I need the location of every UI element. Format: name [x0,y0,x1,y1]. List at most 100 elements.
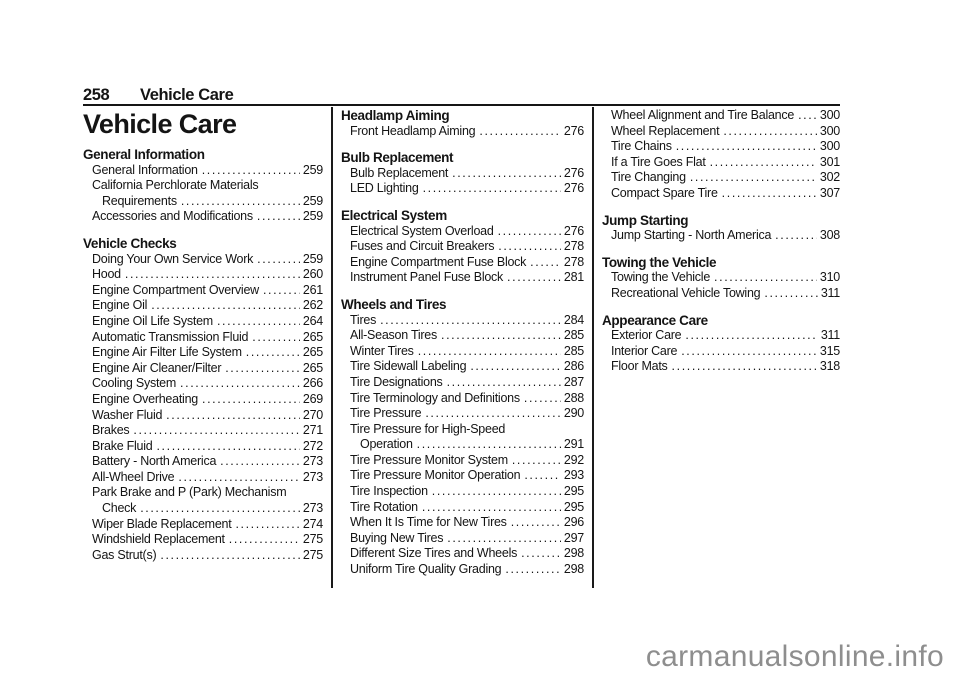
toc-page-number: 275 [302,547,323,562]
toc-entry-label: Engine Overheating [92,391,198,406]
toc-page-number: 274 [302,516,323,531]
toc-leader-dots [672,359,817,375]
toc-leader-dots [685,328,817,344]
toc-page-number: 295 [563,499,584,514]
toc-leader-dots [202,163,300,179]
toc-entry: Requirements 259 [83,194,323,210]
toc-leader-dots [217,314,300,330]
toc-entry-label: LED Lighting [350,181,419,196]
section-heading: Headlamp Aiming [341,108,450,123]
toc-entry: Battery - North America 273 [83,454,323,470]
toc-entry-label: Floor Mats [611,359,668,374]
toc-entry: Towing the Vehicle 310 [602,270,840,286]
section-heading: General Information [83,147,205,162]
toc-page-number: 318 [819,359,840,374]
toc-leader-dots [140,501,300,517]
toc-page-number: 308 [819,228,840,243]
toc-page-number: 295 [563,484,584,499]
toc-entry-label: Tires [350,312,377,327]
toc-entry: Engine Compartment Fuse Block 278 [341,255,584,271]
toc-page-number: 276 [563,181,584,196]
toc-entry: Operation 291 [341,437,584,453]
toc-section: Electrical System Electrical System Overl… [341,208,584,286]
toc-entry-label: All-Season Tires [350,328,438,343]
toc-leader-dots [530,255,561,271]
toc-page-number: 272 [302,438,323,453]
toc-leader-dots [202,392,300,408]
toc-entry: Front Headlamp Aiming 276 [341,124,584,140]
toc-entry: Jump Starting - North America 308 [602,228,840,244]
toc-entry-label: Tire Terminology and Definitions [350,390,520,405]
toc-leader-dots [452,166,561,182]
toc-leader-dots [425,406,561,422]
toc-entry-label: When It Is Time for New Tires [350,515,507,530]
toc-entry: Doing Your Own Service Work 259 [83,252,323,268]
toc-leader-dots [447,531,561,547]
toc-page-number: 259 [302,251,323,266]
toc-page-number: 291 [563,437,584,452]
toc-entry: Tire Rotation 295 [341,500,584,516]
toc-page-number: 302 [819,170,840,185]
toc-entry: Brake Fluid 272 [83,439,323,455]
toc-entry: Wiper Blade Replacement 274 [83,517,323,533]
toc-leader-dots [676,139,817,155]
toc-leader-dots [422,500,561,516]
toc-entry: Engine Compartment Overview 261 [83,283,323,299]
toc-page-number: 281 [563,270,584,285]
toc-entry-label: Engine Compartment Overview [92,282,259,297]
toc-entry: Hood 260 [83,267,323,283]
watermark-text: carmanualsonline.info [645,640,944,673]
toc-page-number: 311 [820,285,840,300]
toc-entry: Instrument Panel Fuse Block 281 [341,270,584,286]
toc-entry-label: Doing Your Own Service Work [92,251,254,266]
toc-page-number: 273 [302,469,323,484]
toc-entry-label: Buying New Tires [350,530,444,545]
toc-leader-dots [441,328,561,344]
toc-entry-first-line: California Perchlorate Materials [92,178,259,193]
toc-entry: Tire Pressure Monitor Operation 293 [341,468,584,484]
column-divider [592,107,594,588]
toc-leader-dots [380,313,561,329]
toc-entry: Tire Designations 287 [341,375,584,391]
toc-leader-dots [512,453,561,469]
toc-section: Wheels and TiresTires284All-Season Tires… [341,297,584,578]
toc-leader-dots [498,224,561,240]
toc-entry: Electrical System Overload 276 [341,224,584,240]
toc-leader-dots [722,186,817,202]
section-heading: Bulb Replacement [341,150,454,166]
toc-leader-dots [723,124,817,140]
toc-entry: Winter Tires 285 [341,344,584,360]
toc-entry: Uniform Tire Quality Grading 298 [341,562,584,578]
toc-leader-dots [263,283,300,299]
section-heading: Electrical System [341,207,447,223]
toc-leader-dots [252,330,300,346]
toc-leader-dots [151,298,300,314]
toc-entry-label: Engine Oil Life System [92,313,213,328]
toc-entry-label: Requirements [102,193,177,208]
toc-entry: Tire Pressure Monitor System 292 [341,453,584,469]
toc-leader-dots [710,155,817,171]
toc-leader-dots [180,376,300,392]
toc-leader-dots [764,286,817,302]
toc-leader-dots [432,484,561,500]
toc-page-number: 300 [819,123,840,138]
toc-entry-label: Uniform Tire Quality Grading [350,562,502,577]
toc-entry-label: Compact Spare Tire [611,185,718,200]
header-rule [83,104,840,106]
toc-leader-dots [125,267,300,283]
toc-page-number: 276 [563,165,584,180]
toc-entry-label: Different Size Tires and Wheels [350,546,518,561]
header-page-number: 258 [83,86,110,104]
toc-entry-label: Brakes [92,423,130,438]
toc-entry-label: Engine Oil [92,298,148,313]
toc-leader-dots [524,468,561,484]
toc-page-number: 278 [563,239,584,254]
toc-entry-label: Cooling System [92,376,177,391]
toc-page-number: 278 [563,254,584,269]
toc-page-number: 262 [302,298,323,313]
header-section-title: Vehicle Care [140,86,234,104]
